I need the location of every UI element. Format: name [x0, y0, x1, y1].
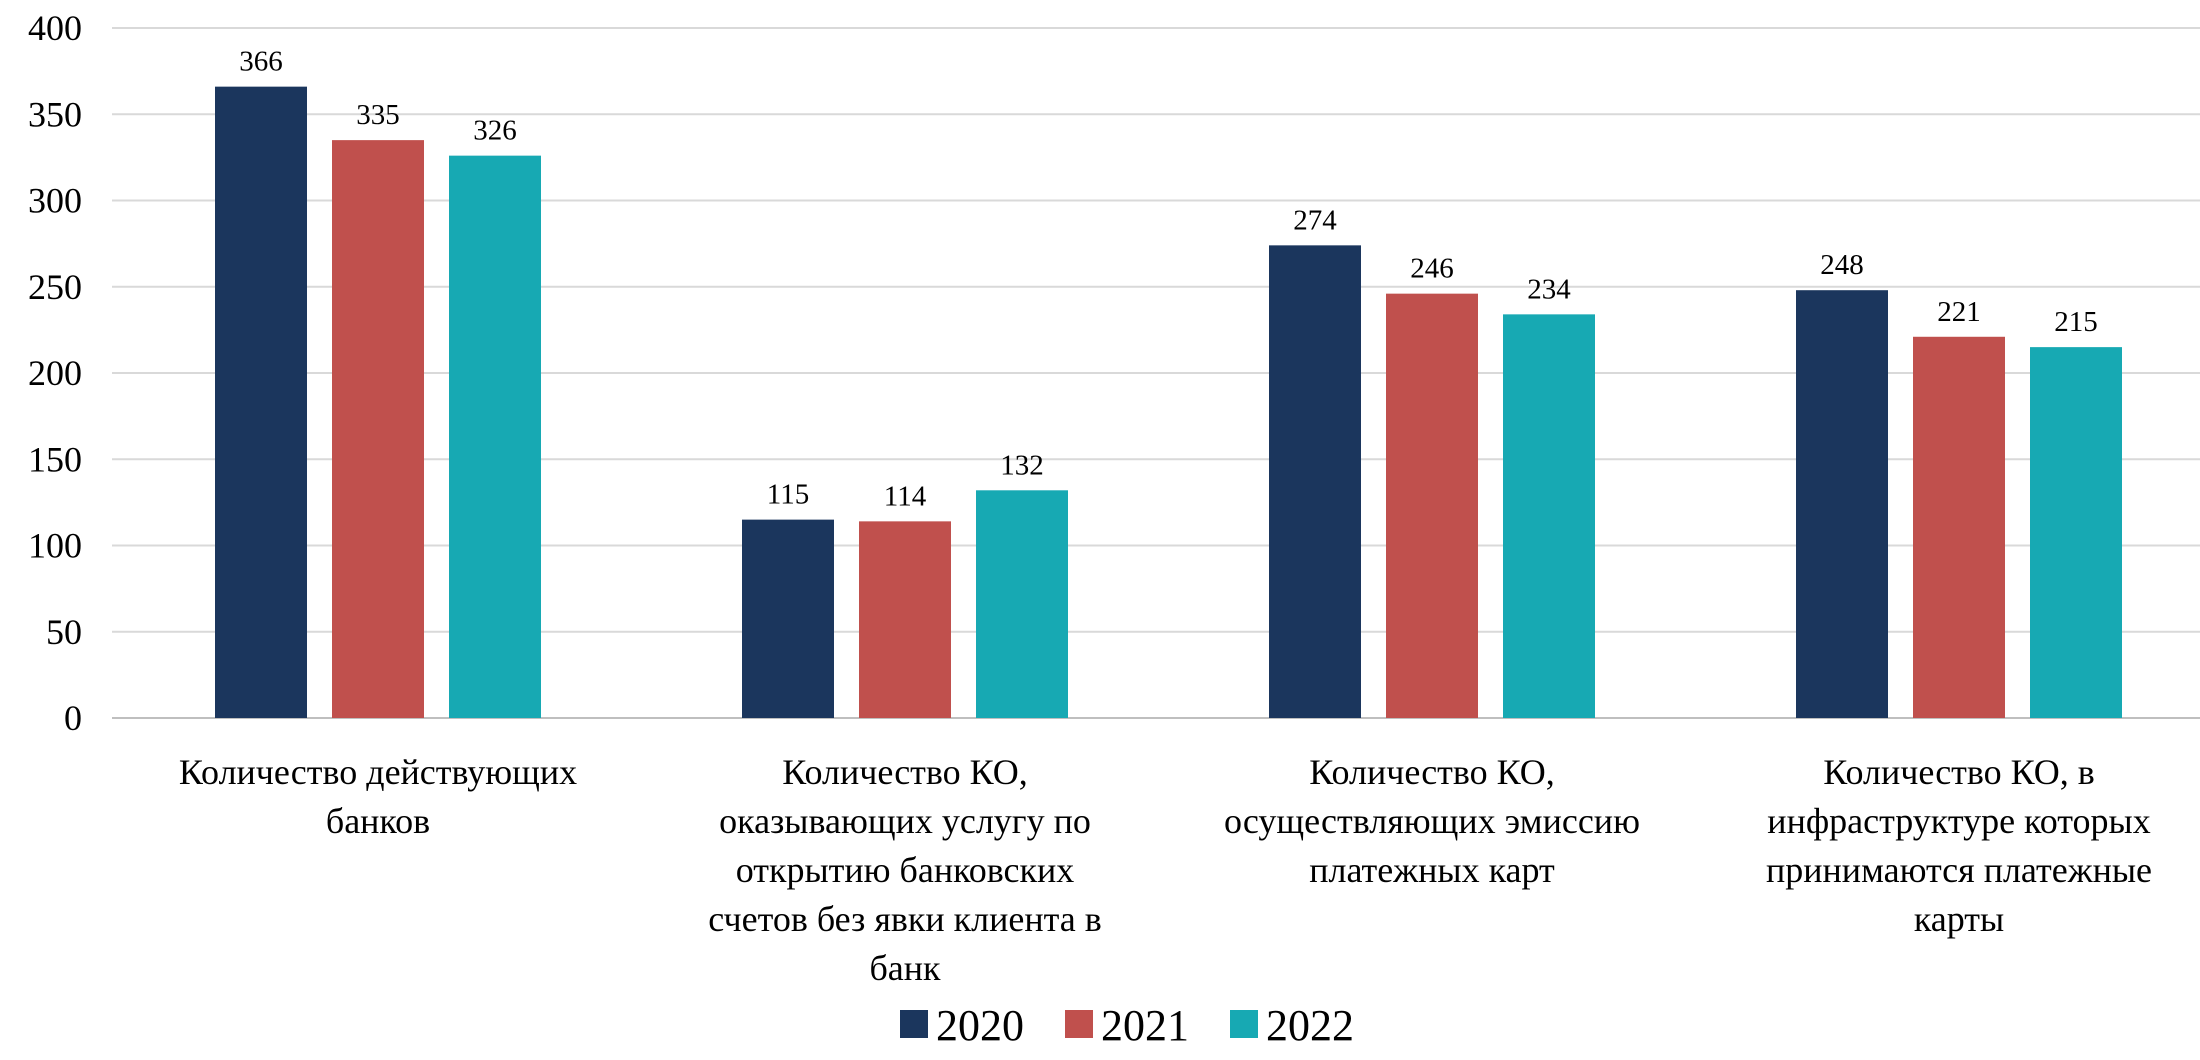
y-tick-label: 150 — [28, 439, 82, 479]
bars — [215, 86, 2122, 718]
bar-2021 — [1386, 293, 1478, 718]
category-label-line: Количество КО, в — [1823, 752, 2095, 792]
data-label: 234 — [1527, 273, 1571, 305]
category-label: Количество действующих банков — [179, 752, 577, 841]
y-axis-ticks: 0 50 100 150 200 250 300 350 400 — [28, 8, 82, 738]
data-label: 215 — [2054, 306, 2098, 338]
data-label: 326 — [473, 115, 517, 147]
category-label-line: платежных карт — [1309, 850, 1555, 890]
y-tick-label: 200 — [28, 353, 82, 393]
category-label-line: Количество действующих — [179, 752, 577, 792]
y-tick-label: 350 — [28, 94, 82, 134]
legend-label: 2020 — [936, 1001, 1024, 1050]
y-tick-label: 300 — [28, 181, 82, 221]
data-label: 366 — [239, 46, 283, 78]
y-tick-label: 250 — [28, 267, 82, 307]
y-tick-label: 0 — [64, 698, 82, 738]
category-label-line: оказывающих услугу по — [719, 801, 1091, 841]
bar-2021 — [859, 521, 951, 718]
bar-2022 — [976, 490, 1068, 718]
data-label: 248 — [1820, 249, 1864, 281]
bar-2022 — [449, 155, 541, 718]
bar-2020 — [742, 519, 834, 718]
bar-2021 — [1913, 336, 2005, 718]
category-label-line: открытию банковских — [736, 850, 1075, 890]
bar-2022 — [1503, 314, 1595, 718]
legend-swatch-2020 — [900, 1010, 928, 1038]
category-label-line: принимаются платежные — [1766, 850, 2152, 890]
category-label-line: банк — [869, 948, 941, 988]
data-label: 274 — [1293, 204, 1337, 236]
data-label: 115 — [767, 479, 809, 511]
bar-2022 — [2030, 347, 2122, 718]
category-label-line: Количество КО, — [1309, 752, 1555, 792]
category-labels: Количество действующих банков Количество К… — [179, 752, 2152, 988]
legend-label: 2021 — [1101, 1001, 1189, 1050]
category-label: Количество КО, осуществляющих эмиссию плат… — [1224, 752, 1640, 890]
legend: 2020 2021 2022 — [900, 1001, 1354, 1050]
category-label-line: осуществляющих эмиссию — [1224, 801, 1640, 841]
data-label: 114 — [884, 480, 927, 512]
bar-2020 — [1269, 245, 1361, 718]
category-label-line: банков — [326, 801, 430, 841]
category-label-line: счетов без явки клиента в — [708, 899, 1102, 939]
bar-2020 — [215, 86, 307, 718]
category-label-line: инфраструктуре которых — [1767, 801, 2150, 841]
y-tick-label: 400 — [28, 8, 82, 48]
data-label: 132 — [1000, 449, 1044, 481]
data-label: 246 — [1410, 253, 1454, 285]
legend-label: 2022 — [1266, 1001, 1354, 1050]
bar-2020 — [1796, 290, 1888, 718]
legend-swatch-2022 — [1230, 1010, 1258, 1038]
legend-swatch-2021 — [1065, 1010, 1093, 1038]
y-tick-label: 100 — [28, 526, 82, 566]
category-label-line: Количество КО, — [782, 752, 1028, 792]
category-label-line: карты — [1914, 899, 2004, 939]
category-label: Количество КО, в инфраструктуре которых пр… — [1766, 752, 2152, 939]
data-labels: 366 335 326 115 114 132 274 246 234 248 221 215 — [239, 46, 2098, 513]
bar-2021 — [332, 140, 424, 718]
category-label: Количество КО, оказывающих услугу по откры… — [708, 752, 1102, 988]
y-tick-label: 50 — [46, 612, 82, 652]
data-label: 221 — [1937, 296, 1981, 328]
data-label: 335 — [356, 99, 400, 131]
